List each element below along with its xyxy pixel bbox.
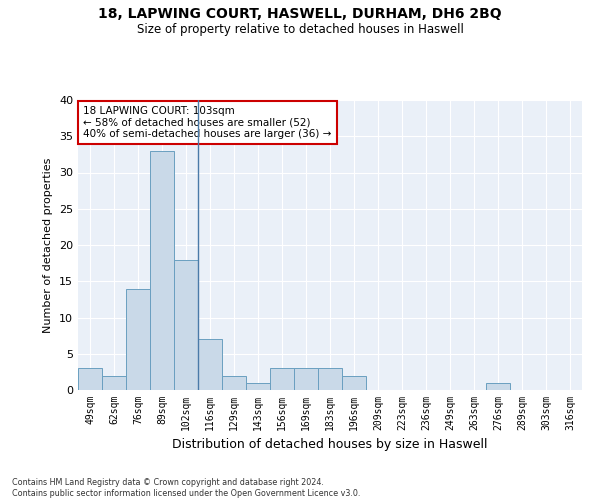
Text: 18 LAPWING COURT: 103sqm
← 58% of detached houses are smaller (52)
40% of semi-d: 18 LAPWING COURT: 103sqm ← 58% of detach… — [83, 106, 331, 139]
Bar — [78, 368, 102, 390]
Bar — [342, 376, 366, 390]
Bar — [294, 368, 318, 390]
Bar — [246, 383, 270, 390]
Text: Contains HM Land Registry data © Crown copyright and database right 2024.
Contai: Contains HM Land Registry data © Crown c… — [12, 478, 361, 498]
Bar — [126, 288, 150, 390]
Bar — [222, 376, 246, 390]
Bar — [150, 151, 174, 390]
Text: Size of property relative to detached houses in Haswell: Size of property relative to detached ho… — [137, 22, 463, 36]
Text: 18, LAPWING COURT, HASWELL, DURHAM, DH6 2BQ: 18, LAPWING COURT, HASWELL, DURHAM, DH6 … — [98, 8, 502, 22]
Bar — [198, 339, 222, 390]
Bar — [102, 376, 126, 390]
Bar — [174, 260, 198, 390]
X-axis label: Distribution of detached houses by size in Haswell: Distribution of detached houses by size … — [172, 438, 488, 452]
Bar — [486, 383, 510, 390]
Bar — [318, 368, 342, 390]
Y-axis label: Number of detached properties: Number of detached properties — [43, 158, 53, 332]
Bar — [270, 368, 294, 390]
